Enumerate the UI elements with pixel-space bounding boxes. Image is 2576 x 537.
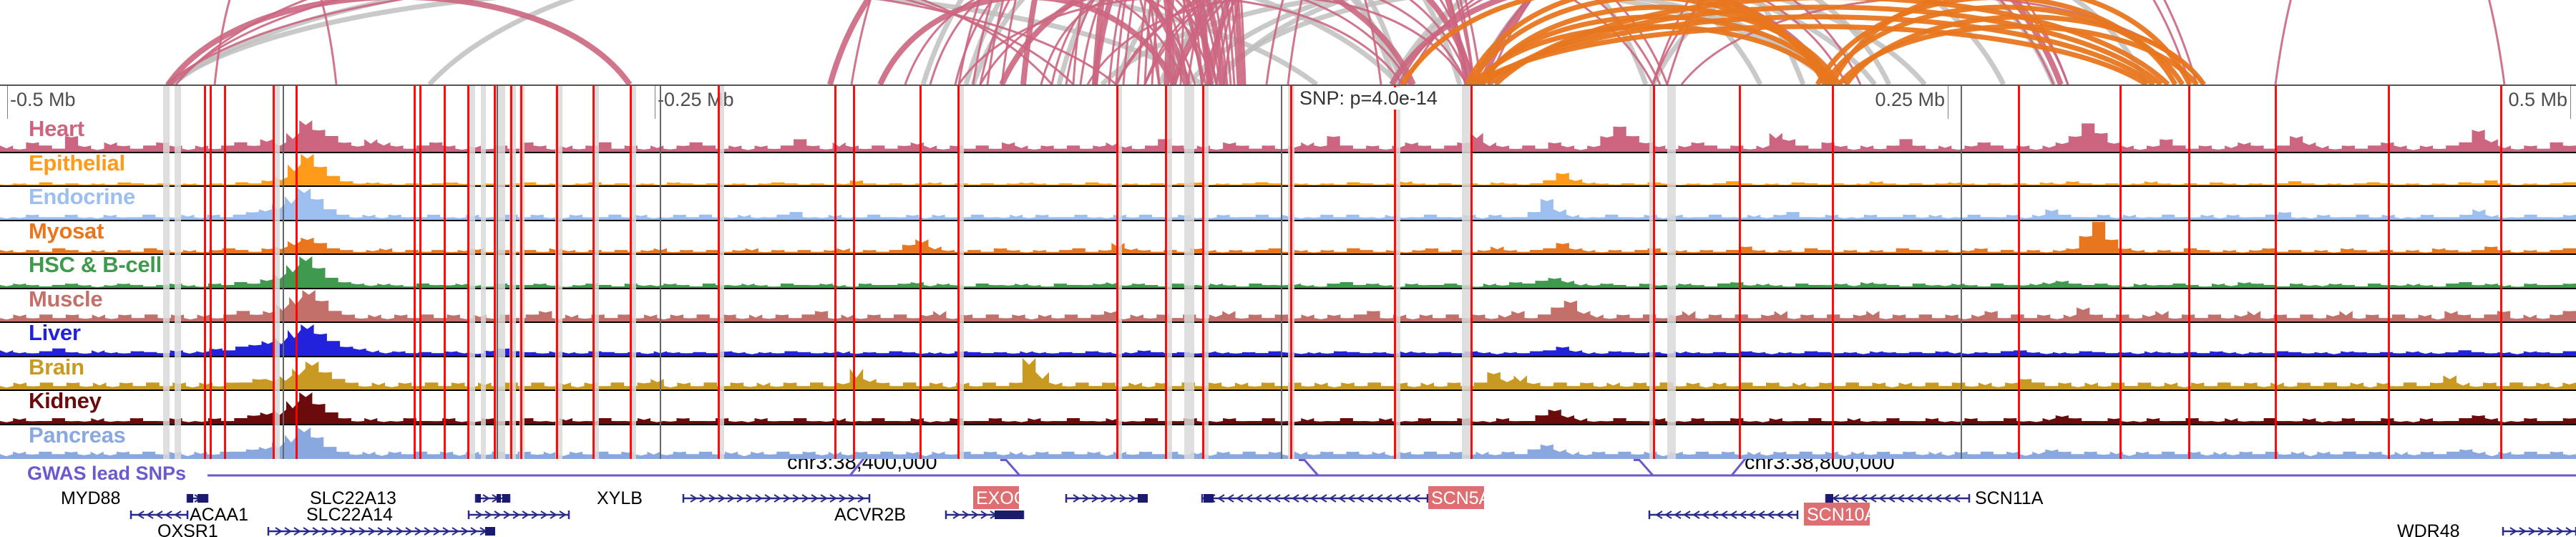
track-label-liver: Liver xyxy=(29,323,81,345)
gene-label[interactable]: ACVR2B xyxy=(834,505,906,525)
track-signal-profile xyxy=(0,391,2576,424)
gene-label[interactable]: SLC22A14 xyxy=(306,505,393,525)
track-signal-profile xyxy=(0,119,2576,152)
signal-tracks-panel[interactable]: -0.5 Mb -0.25 Mb 0.25 Mb 0.5 Mb Heart Epithe… xyxy=(0,84,2576,459)
gene-annotation-svg: GWAS lead SNPs chr3:38,400,000 chr3:38,800… xyxy=(27,458,2576,537)
track-row[interactable]: Epithelial xyxy=(0,153,2576,187)
gwas-lead-snp-marker[interactable] xyxy=(1634,458,1640,461)
gene-label[interactable]: SCN11A xyxy=(1975,488,2044,508)
track-row[interactable]: Endocrine xyxy=(0,187,2576,221)
track-row[interactable]: Heart xyxy=(0,119,2576,153)
gene-model[interactable]: XYLB xyxy=(597,488,871,508)
gene-label[interactable]: SCN5A xyxy=(1431,488,1491,508)
track-row[interactable]: Myosat xyxy=(0,221,2576,255)
track-row[interactable]: Brain xyxy=(0,357,2576,391)
gene-model[interactable]: SCN10A xyxy=(1648,503,1877,526)
track-label-heart: Heart xyxy=(29,119,84,141)
track-signal-profile xyxy=(0,187,2576,220)
gene-model[interactable]: ACAA1 xyxy=(130,505,248,525)
gwas-lead-snp-marker[interactable] xyxy=(1299,458,1305,461)
gene-model[interactable]: EXOG xyxy=(973,486,1148,509)
gwas-lead-snp-marker[interactable] xyxy=(1000,458,1007,461)
coordinate-label: chr3:38,400,000 xyxy=(787,458,937,474)
track-signal-profile xyxy=(0,426,2576,459)
track-label-endocrine: Endocrine xyxy=(29,187,135,209)
coordinate-leader xyxy=(849,458,867,476)
gene-label[interactable]: WDR48 xyxy=(2397,521,2460,537)
gene-label[interactable]: ACAA1 xyxy=(190,505,248,525)
track-label-kidney: Kidney xyxy=(29,391,102,413)
track-signal-profile xyxy=(0,153,2576,185)
gene-model[interactable]: SCN11A xyxy=(1825,488,2044,508)
gene-model[interactable]: SLC22A14 xyxy=(306,505,570,525)
gene-model[interactable]: SLC22A13 xyxy=(310,488,511,508)
track-row[interactable]: Muscle xyxy=(0,289,2576,323)
gene-annotation-panel[interactable]: GWAS lead SNPs chr3:38,400,000 chr3:38,800… xyxy=(0,458,2576,537)
track-label-epithelial: Epithelial xyxy=(29,153,125,175)
track-label-hsc-b-cell: HSC & B-cell xyxy=(29,255,162,277)
track-signal-profile xyxy=(0,289,2576,321)
gene-label[interactable]: OXSR1 xyxy=(157,521,218,537)
track-label-pancreas: Pancreas xyxy=(29,425,126,448)
track-label-muscle: Muscle xyxy=(29,289,103,311)
coordinate-ruler[interactable]: -0.5 Mb -0.25 Mb 0.25 Mb 0.5 Mb xyxy=(0,86,2576,119)
gene-label[interactable]: SCN10A xyxy=(1807,505,1877,525)
snp-pvalue-annotation: SNP: p=4.0e-14 xyxy=(1297,87,1440,110)
gene-label[interactable]: MYD88 xyxy=(61,488,120,508)
coordinate-label: chr3:38,800,000 xyxy=(1745,458,1895,474)
coordinate-leader xyxy=(1730,458,1748,476)
ruler-label: 0.25 Mb xyxy=(1875,89,1945,110)
gene-highlight-chip xyxy=(1428,486,1484,509)
track-signal-profile xyxy=(0,221,2576,253)
track-row[interactable]: Liver xyxy=(0,323,2576,357)
track-signal-profile xyxy=(0,357,2576,390)
gene-model[interactable]: MYD88 xyxy=(61,488,209,508)
track-label-brain: Brain xyxy=(29,357,84,379)
gene-model[interactable]: ACVR2B xyxy=(834,505,1025,525)
gene-label[interactable]: SLC22A13 xyxy=(310,488,396,508)
gene-model[interactable]: WDR48 xyxy=(2397,521,2576,537)
ruler-label: -0.5 Mb xyxy=(10,89,76,110)
gene-highlight-chip xyxy=(1804,503,1870,526)
gene-label[interactable]: XYLB xyxy=(597,488,643,508)
track-row[interactable]: HSC & B-cell xyxy=(0,255,2576,289)
track-signal-profile xyxy=(0,323,2576,356)
ruler-tick xyxy=(7,86,8,119)
gwas-track-title: GWAS lead SNPs xyxy=(27,463,186,484)
ruler-tick xyxy=(2570,86,2571,119)
ruler-label: -0.25 Mb xyxy=(658,89,734,110)
arcs-svg xyxy=(165,0,2506,84)
gene-highlight-chip xyxy=(973,486,1019,509)
gene-model[interactable]: SCN5A xyxy=(1201,486,1491,509)
interaction-arcs-panel xyxy=(0,0,2576,84)
gene-label[interactable]: EXOG xyxy=(976,488,1028,508)
track-row[interactable]: Pancreas xyxy=(0,425,2576,459)
ruler-label: 0.5 Mb xyxy=(2508,89,2567,110)
track-signal-profile xyxy=(0,255,2576,288)
track-label-myosat: Myosat xyxy=(29,221,104,243)
gene-model[interactable]: OXSR1 xyxy=(157,521,495,537)
track-row[interactable]: Kidney xyxy=(0,391,2576,425)
track-rows[interactable]: Heart Epithelial Endocrine Myosat HSC & B-ce… xyxy=(0,119,2576,459)
